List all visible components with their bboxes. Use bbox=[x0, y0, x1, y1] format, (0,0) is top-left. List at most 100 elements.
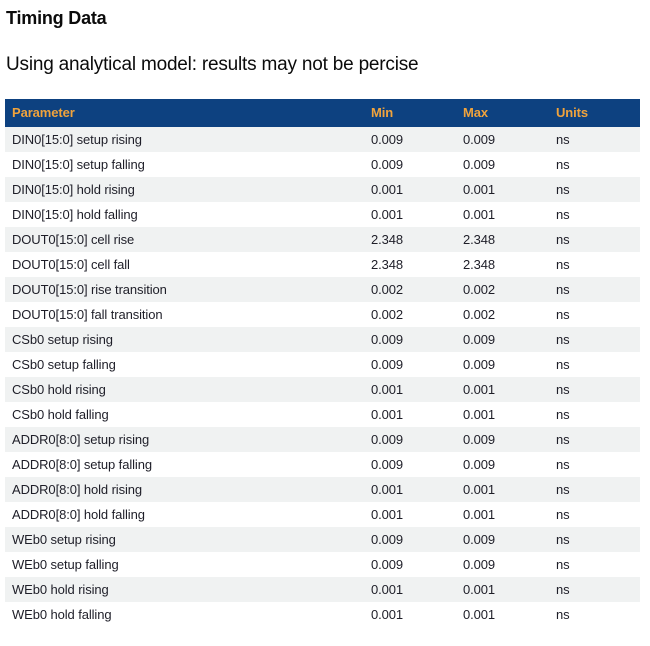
table-row: CSb0 hold falling 0.001 0.001 ns bbox=[5, 401, 640, 427]
cell-max: 0.009 bbox=[456, 426, 549, 452]
cell-min: 0.001 bbox=[364, 376, 456, 402]
cell-min: 0.001 bbox=[364, 501, 456, 527]
cell-max: 0.001 bbox=[456, 201, 549, 227]
cell-max: 0.001 bbox=[456, 176, 549, 202]
cell-parameter: CSb0 setup rising bbox=[5, 326, 364, 352]
cell-max: 0.001 bbox=[456, 476, 549, 502]
cell-max: 2.348 bbox=[456, 251, 549, 277]
cell-units: ns bbox=[549, 276, 640, 302]
table-row: DIN0[15:0] setup falling 0.009 0.009 ns bbox=[5, 151, 640, 177]
cell-max: 0.009 bbox=[456, 151, 549, 177]
cell-max: 0.009 bbox=[456, 351, 549, 377]
cell-max: 0.009 bbox=[456, 126, 549, 152]
cell-max: 2.348 bbox=[456, 226, 549, 252]
cell-max: 0.001 bbox=[456, 576, 549, 602]
cell-min: 0.009 bbox=[364, 326, 456, 352]
cell-units: ns bbox=[549, 426, 640, 452]
table-row: WEb0 hold rising 0.001 0.001 ns bbox=[5, 576, 640, 602]
cell-max: 0.009 bbox=[456, 326, 549, 352]
cell-min: 0.009 bbox=[364, 426, 456, 452]
cell-units: ns bbox=[549, 601, 640, 627]
cell-units: ns bbox=[549, 476, 640, 502]
cell-units: ns bbox=[549, 176, 640, 202]
cell-units: ns bbox=[549, 126, 640, 152]
cell-parameter: WEb0 hold rising bbox=[5, 576, 364, 602]
cell-parameter: WEb0 setup falling bbox=[5, 551, 364, 577]
cell-units: ns bbox=[549, 226, 640, 252]
cell-parameter: DOUT0[15:0] fall transition bbox=[5, 301, 364, 327]
column-header-units: Units bbox=[549, 98, 640, 127]
cell-units: ns bbox=[549, 576, 640, 602]
table-row: ADDR0[8:0] setup rising 0.009 0.009 ns bbox=[5, 426, 640, 452]
table-header-row: Parameter Min Max Units bbox=[5, 98, 640, 127]
cell-max: 0.001 bbox=[456, 601, 549, 627]
cell-units: ns bbox=[549, 451, 640, 477]
cell-parameter: CSb0 setup falling bbox=[5, 351, 364, 377]
cell-max: 0.001 bbox=[456, 501, 549, 527]
timing-table-body: DIN0[15:0] setup rising 0.009 0.009 ns DIN0[… bbox=[5, 126, 640, 627]
table-row: ADDR0[8:0] hold rising 0.001 0.001 ns bbox=[5, 476, 640, 502]
cell-max: 0.001 bbox=[456, 376, 549, 402]
analytical-model-warning: Using analytical model: results may not … bbox=[6, 53, 419, 75]
table-row: DIN0[15:0] setup rising 0.009 0.009 ns bbox=[5, 126, 640, 152]
cell-max: 0.002 bbox=[456, 301, 549, 327]
cell-min: 0.001 bbox=[364, 476, 456, 502]
cell-units: ns bbox=[549, 401, 640, 427]
cell-min: 0.001 bbox=[364, 176, 456, 202]
cell-parameter: CSb0 hold rising bbox=[5, 376, 364, 402]
cell-units: ns bbox=[549, 201, 640, 227]
cell-units: ns bbox=[549, 301, 640, 327]
cell-units: ns bbox=[549, 551, 640, 577]
table-header: Parameter Min Max Units bbox=[5, 98, 640, 127]
cell-min: 0.009 bbox=[364, 126, 456, 152]
cell-max: 0.009 bbox=[456, 451, 549, 477]
cell-min: 2.348 bbox=[364, 226, 456, 252]
cell-units: ns bbox=[549, 376, 640, 402]
table-row: CSb0 hold rising 0.001 0.001 ns bbox=[5, 376, 640, 402]
cell-parameter: ADDR0[8:0] setup falling bbox=[5, 451, 364, 477]
cell-max: 0.009 bbox=[456, 526, 549, 552]
cell-parameter: DOUT0[15:0] cell fall bbox=[5, 251, 364, 277]
table-row: DOUT0[15:0] cell fall 2.348 2.348 ns bbox=[5, 251, 640, 277]
table-row: DOUT0[15:0] cell rise 2.348 2.348 ns bbox=[5, 226, 640, 252]
cell-max: 0.001 bbox=[456, 401, 549, 427]
table-row: WEb0 setup rising 0.009 0.009 ns bbox=[5, 526, 640, 552]
cell-parameter: CSb0 hold falling bbox=[5, 401, 364, 427]
cell-parameter: DIN0[15:0] hold falling bbox=[5, 201, 364, 227]
table-row: CSb0 setup rising 0.009 0.009 ns bbox=[5, 326, 640, 352]
table-row: DIN0[15:0] hold falling 0.001 0.001 ns bbox=[5, 201, 640, 227]
cell-units: ns bbox=[549, 526, 640, 552]
cell-units: ns bbox=[549, 251, 640, 277]
table-row: ADDR0[8:0] setup falling 0.009 0.009 ns bbox=[5, 451, 640, 477]
table-row: DIN0[15:0] hold rising 0.001 0.001 ns bbox=[5, 176, 640, 202]
cell-units: ns bbox=[549, 326, 640, 352]
cell-units: ns bbox=[549, 351, 640, 377]
cell-min: 0.001 bbox=[364, 201, 456, 227]
cell-min: 0.009 bbox=[364, 551, 456, 577]
cell-units: ns bbox=[549, 151, 640, 177]
table-row: DOUT0[15:0] fall transition 0.002 0.002 ns bbox=[5, 301, 640, 327]
table-row: WEb0 setup falling 0.009 0.009 ns bbox=[5, 551, 640, 577]
cell-min: 0.001 bbox=[364, 576, 456, 602]
cell-parameter: DOUT0[15:0] rise transition bbox=[5, 276, 364, 302]
cell-parameter: ADDR0[8:0] hold rising bbox=[5, 476, 364, 502]
cell-parameter: ADDR0[8:0] setup rising bbox=[5, 426, 364, 452]
cell-min: 0.009 bbox=[364, 451, 456, 477]
cell-parameter: WEb0 hold falling bbox=[5, 601, 364, 627]
cell-min: 0.001 bbox=[364, 601, 456, 627]
column-header-parameter: Parameter bbox=[5, 98, 364, 127]
table-row: ADDR0[8:0] hold falling 0.001 0.001 ns bbox=[5, 501, 640, 527]
table-row: DOUT0[15:0] rise transition 0.002 0.002 ns bbox=[5, 276, 640, 302]
cell-min: 0.009 bbox=[364, 351, 456, 377]
cell-min: 0.001 bbox=[364, 401, 456, 427]
column-header-min: Min bbox=[364, 98, 456, 127]
table-row: CSb0 setup falling 0.009 0.009 ns bbox=[5, 351, 640, 377]
table-row: WEb0 hold falling 0.001 0.001 ns bbox=[5, 601, 640, 627]
cell-parameter: WEb0 setup rising bbox=[5, 526, 364, 552]
cell-min: 0.009 bbox=[364, 151, 456, 177]
page-title: Timing Data bbox=[6, 8, 107, 28]
cell-parameter: DIN0[15:0] setup rising bbox=[5, 126, 364, 152]
cell-min: 0.009 bbox=[364, 526, 456, 552]
cell-parameter: DOUT0[15:0] cell rise bbox=[5, 226, 364, 252]
cell-min: 0.002 bbox=[364, 276, 456, 302]
